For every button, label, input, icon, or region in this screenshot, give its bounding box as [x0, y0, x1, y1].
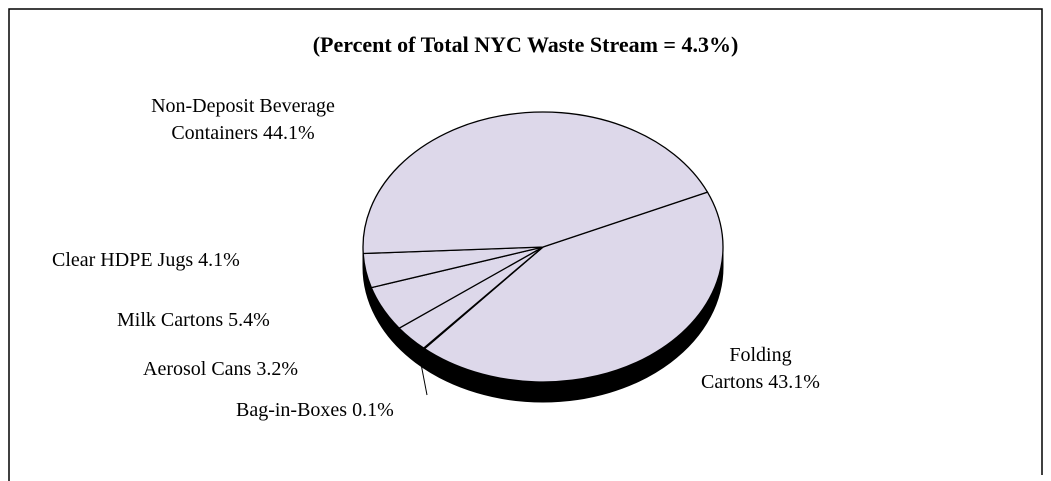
slice-label: Clear HDPE Jugs 4.1%: [52, 247, 372, 274]
slice-label-value: 4.1%: [198, 249, 240, 271]
slice-label: Milk Cartons 5.4%: [117, 307, 417, 334]
slice-label-name: Clear HDPE Jugs: [52, 249, 194, 271]
slice-label-value: 43.1%: [768, 371, 820, 393]
pie-slice: [423, 191, 724, 383]
slice-label-value: 44.1%: [262, 122, 315, 144]
pie-slice: [362, 111, 709, 255]
slice-label-name: Folding Cartons: [701, 344, 792, 393]
slice-label-value: 0.1%: [352, 399, 394, 421]
slice-label-name: Bag-in-Boxes: [236, 399, 348, 421]
leader-line: [420, 364, 428, 396]
slice-label: Aerosol Cans 3.2%: [143, 356, 443, 383]
slice-label-value: 3.2%: [256, 358, 298, 380]
slice-label-value: 5.4%: [228, 309, 270, 331]
slice-label: Folding Cartons 43.1%: [700, 342, 821, 396]
chart-title: (Percent of Total NYC Waste Stream = 4.3…: [312, 32, 739, 57]
slice-label: Non-Deposit Beverage Containers 44.1%: [118, 93, 368, 147]
slice-label-name: Milk Cartons: [117, 309, 224, 331]
slice-label-name: Non-Deposit Beverage Containers: [151, 95, 335, 144]
frame: [8, 8, 1043, 481]
slice-label: Bag-in-Boxes 0.1%: [236, 397, 536, 424]
slice-label-name: Aerosol Cans: [143, 358, 252, 380]
